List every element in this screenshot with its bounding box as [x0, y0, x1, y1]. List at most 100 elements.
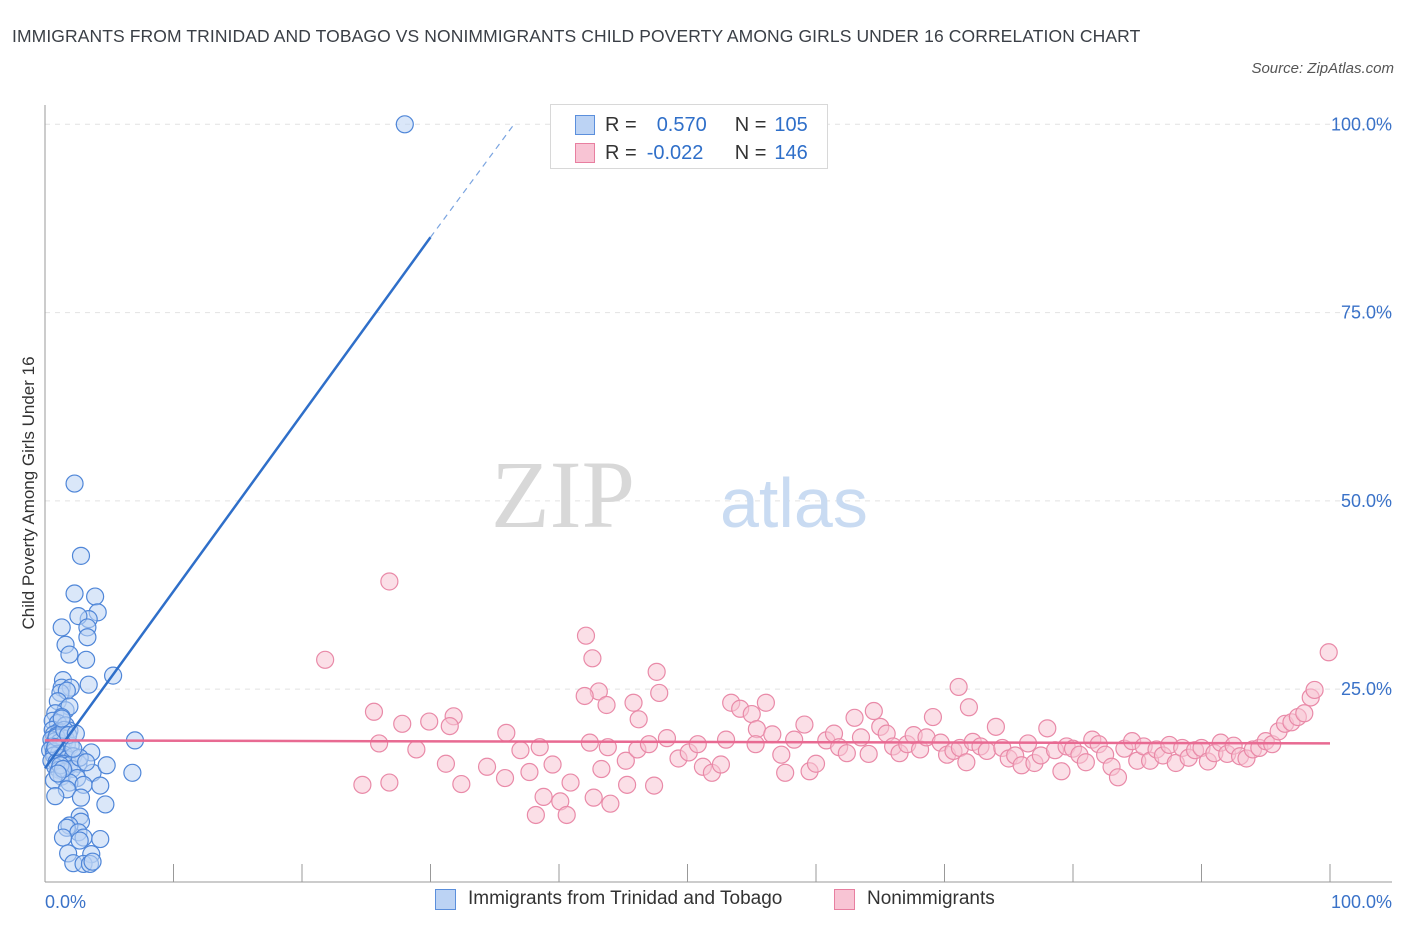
point-nonimmigrants	[1076, 753, 1095, 772]
point-nonimmigrants	[576, 626, 596, 645]
x-tick-label-max: 100.0%	[1331, 892, 1392, 912]
point-nonimmigrants	[584, 788, 603, 807]
point-trinidad	[91, 776, 110, 795]
point-trinidad	[91, 829, 110, 849]
y-tick-label: 50.0%	[1341, 491, 1392, 511]
point-trinidad	[77, 753, 96, 772]
point-nonimmigrants	[742, 704, 761, 724]
point-nonimmigrants	[380, 773, 399, 792]
point-nonimmigrants	[497, 723, 516, 742]
trend-line-nonimmigrants	[44, 739, 1331, 745]
legend-swatch-trinidad	[435, 888, 456, 910]
legend-r-label: R =	[605, 113, 637, 136]
y-tick-label: 25.0%	[1341, 679, 1392, 699]
point-nonimmigrants	[316, 650, 335, 669]
legend-row-trinidad: R = 0.570 N = 105	[575, 113, 808, 137]
x-tick-label-min: 0.0%	[45, 892, 86, 912]
point-trinidad	[79, 675, 98, 694]
grid-lines	[45, 123, 1392, 690]
point-nonimmigrants	[785, 730, 804, 749]
legend-r-value: -0.022	[646, 141, 704, 164]
point-nonimmigrants	[716, 730, 736, 749]
point-trinidad	[52, 709, 71, 728]
source-note: Source: ZipAtlas.com	[1251, 60, 1394, 77]
point-nonimmigrants	[688, 735, 707, 754]
point-nonimmigrants	[657, 729, 677, 748]
point-nonimmigrants	[864, 701, 883, 721]
legend-item-trinidad: Immigrants from Trinidad and Tobago	[435, 888, 782, 910]
point-trinidad	[395, 115, 414, 134]
point-nonimmigrants	[561, 773, 580, 792]
point-nonimmigrants	[763, 725, 782, 744]
point-nonimmigrants	[526, 805, 545, 825]
point-nonimmigrants	[837, 744, 856, 763]
point-nonimmigrants	[629, 710, 648, 729]
trend-line-trinidad-extension	[430, 123, 515, 238]
point-trinidad	[97, 756, 116, 775]
legend-row-nonimmigrants: R = -0.022 N = 146	[575, 141, 808, 165]
point-nonimmigrants	[575, 686, 594, 706]
legend-swatch-trinidad	[575, 115, 595, 135]
y-axis-label: Child Poverty Among Girls Under 16	[19, 356, 38, 629]
point-trinidad	[48, 764, 67, 783]
watermark-atlas: atlas	[720, 464, 868, 542]
point-nonimmigrants	[616, 751, 635, 770]
legend-n-label: N =	[734, 113, 767, 136]
point-trinidad	[65, 584, 84, 603]
point-trinidad	[77, 650, 96, 669]
point-nonimmigrants	[436, 754, 456, 773]
point-nonimmigrants	[452, 774, 471, 794]
point-nonimmigrants	[845, 708, 864, 727]
point-nonimmigrants	[977, 741, 997, 761]
point-nonimmigrants	[795, 715, 814, 734]
legend-n-value: 105	[774, 113, 808, 136]
point-nonimmigrants	[530, 738, 549, 757]
point-trinidad	[52, 618, 71, 637]
point-nonimmigrants	[601, 794, 620, 813]
chart-title: IMMIGRANTS FROM TRINIDAD AND TOBAGO VS N…	[12, 26, 1141, 46]
point-nonimmigrants	[959, 698, 979, 717]
point-trinidad	[83, 852, 102, 871]
point-nonimmigrants	[495, 768, 515, 788]
y-tick-label: 100.0%	[1331, 114, 1392, 134]
point-trinidad	[53, 828, 73, 847]
point-trinidad	[46, 787, 65, 806]
point-nonimmigrants	[1319, 643, 1338, 662]
point-nonimmigrants	[747, 720, 766, 739]
point-nonimmigrants	[923, 707, 943, 727]
point-trinidad	[60, 645, 79, 664]
point-nonimmigrants	[543, 755, 562, 774]
point-nonimmigrants	[650, 683, 669, 703]
point-trinidad	[123, 763, 142, 782]
point-nonimmigrants	[957, 753, 976, 772]
point-nonimmigrants	[639, 735, 659, 754]
series-trinidad	[41, 115, 414, 874]
point-nonimmigrants	[592, 759, 611, 779]
legend-item-nonimmigrants: Nonimmigrants	[834, 888, 995, 910]
legend-label-trinidad: Immigrants from Trinidad and Tobago	[468, 888, 783, 909]
point-nonimmigrants	[440, 716, 459, 736]
point-nonimmigrants	[1295, 704, 1314, 723]
point-nonimmigrants	[353, 775, 372, 794]
legend-n-label: N =	[734, 141, 767, 164]
trend-lines	[43, 123, 1331, 770]
point-nonimmigrants	[711, 755, 731, 774]
point-nonimmigrants	[364, 702, 384, 721]
point-nonimmigrants	[772, 745, 791, 764]
point-nonimmigrants	[1052, 762, 1071, 781]
point-nonimmigrants	[986, 717, 1006, 736]
legend-swatch-nonimmigrants	[575, 143, 595, 163]
point-trinidad	[78, 628, 97, 647]
point-trinidad	[96, 795, 115, 814]
point-nonimmigrants	[644, 776, 664, 795]
point-trinidad	[65, 474, 84, 493]
x-tick-labels: 0.0% 100.0%	[45, 892, 1392, 912]
trend-line-trinidad	[43, 236, 432, 770]
point-nonimmigrants	[407, 740, 426, 759]
series-legend: Immigrants from Trinidad and Tobago Noni…	[0, 888, 1406, 916]
point-nonimmigrants	[534, 787, 553, 806]
point-nonimmigrants	[949, 677, 968, 697]
y-tick-labels: 25.0% 50.0% 75.0% 100.0%	[1331, 114, 1392, 699]
point-nonimmigrants	[1108, 768, 1128, 787]
